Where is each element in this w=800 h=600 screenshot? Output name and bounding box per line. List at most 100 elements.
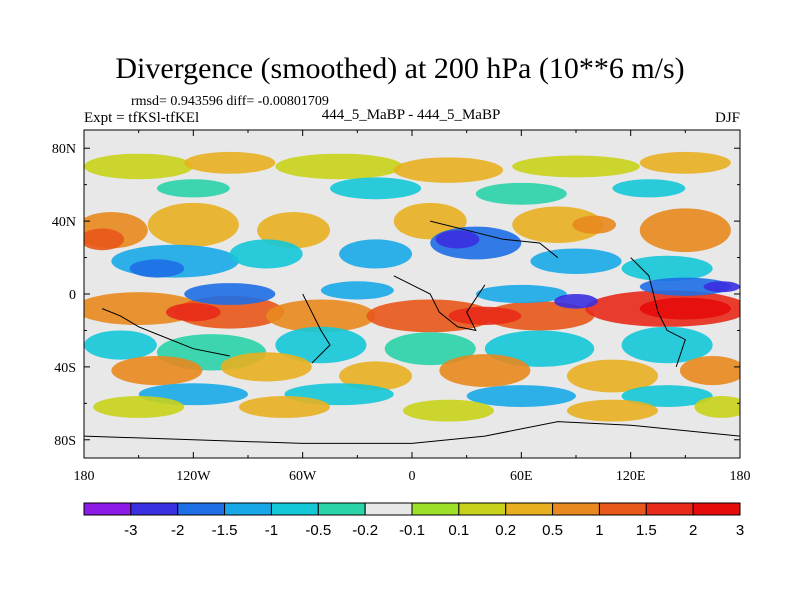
contour-region — [275, 326, 367, 364]
contour-region — [554, 294, 598, 309]
contour-region — [639, 208, 731, 253]
contour-region — [166, 303, 221, 322]
colorbar-label: 0.1 — [448, 522, 469, 539]
contour-region — [621, 385, 713, 407]
contour-region — [402, 399, 495, 422]
coastline — [430, 220, 559, 258]
colorbar-label: 1 — [595, 522, 603, 539]
contour-region — [435, 230, 480, 249]
colorbar-swatch — [505, 502, 554, 516]
colorbar-label: -1 — [265, 522, 278, 539]
contour-region — [84, 330, 157, 360]
contour-region — [572, 215, 617, 234]
contour-region — [257, 212, 330, 249]
colorbar-label: -2 — [171, 522, 184, 539]
contour-region — [475, 182, 567, 205]
coastlines — [84, 220, 740, 444]
contour-region — [621, 326, 713, 364]
colorbar-swatch — [317, 502, 366, 516]
y-tick-label: 40N — [52, 215, 76, 230]
colorbar-label: -0.5 — [305, 522, 331, 539]
contour-region — [639, 297, 731, 320]
colorbar-label: -3 — [124, 522, 137, 539]
coastline — [393, 275, 486, 332]
contour-region — [694, 396, 740, 418]
colorbar-swatch — [130, 502, 179, 516]
x-tick-label: 180 — [74, 469, 95, 484]
colorbar-label: 2 — [689, 522, 697, 539]
contour-region — [93, 396, 185, 418]
x-tick-label: 0 — [409, 469, 416, 484]
contour-region — [530, 248, 622, 274]
colorbar-swatch — [224, 502, 272, 516]
contour-region — [439, 354, 531, 387]
contour-region — [466, 385, 576, 407]
stats-line: rmsd= 0.943596 diff= -0.00801709 — [131, 94, 329, 109]
contour-region — [266, 299, 376, 333]
x-tick-label: 180 — [730, 469, 751, 484]
contour-region — [512, 206, 604, 243]
colorbar-swatch — [364, 502, 413, 516]
contour-region — [220, 352, 312, 382]
contour-region — [384, 332, 476, 366]
coastline — [102, 308, 230, 357]
contour-region — [339, 239, 412, 269]
contour-region — [621, 255, 713, 282]
contour-region — [275, 153, 403, 180]
contour-region — [639, 277, 731, 296]
y-tick-label: 0 — [69, 288, 76, 303]
contour-region — [475, 284, 567, 304]
colorbar: -3 -2 -1.5 -1 -0.5 -0.2 -0.1 0.1 0.2 0.5 1 1.5 2 3 — [83, 502, 744, 539]
contour-region — [330, 177, 422, 200]
divergence-field — [84, 130, 740, 458]
contour-region — [366, 299, 494, 333]
x-tick-label: 60W — [289, 469, 317, 484]
colorbar-swatch — [411, 502, 460, 516]
colorbar-swatch — [552, 502, 600, 516]
contour-region — [84, 228, 125, 251]
colorbar-label: 0.2 — [495, 522, 516, 539]
contour-region — [612, 179, 686, 198]
contour-region — [512, 155, 640, 178]
colorbar-swatch — [177, 502, 226, 516]
coastline — [84, 421, 740, 444]
coastline — [630, 257, 686, 368]
field-background — [84, 439, 740, 458]
contour-region — [111, 355, 203, 386]
season-label: DJF — [714, 110, 740, 126]
case-label: 444_5_MaBP - 444_5_MaBP — [321, 107, 501, 123]
colorbar-swatch — [83, 502, 132, 516]
y-tick-label: 40S — [54, 361, 76, 376]
contour-region — [703, 281, 740, 293]
contour-region — [393, 157, 504, 183]
colorbar-swatch — [692, 502, 741, 516]
contour-region — [484, 301, 595, 331]
contour-region — [566, 359, 658, 393]
colorbar-label: 1.5 — [636, 522, 657, 539]
chart-title: Divergence (smoothed) at 200 hPa (10**6 … — [115, 52, 685, 85]
colorbar-swatch — [598, 502, 647, 516]
x-tick-label: 120W — [176, 469, 211, 484]
contour-region — [339, 361, 412, 391]
contour-region — [184, 283, 276, 305]
axes: 180 120W 60W 0 60E 120E 180 80N 40N 0 40S 80S — [52, 130, 751, 484]
contour-region — [238, 396, 330, 418]
contour-region — [84, 153, 194, 180]
contour-region — [156, 179, 230, 198]
colorbar-label: 3 — [736, 522, 744, 539]
x-tick-label: 60E — [510, 469, 533, 484]
colorbar-label: 0.5 — [542, 522, 563, 539]
colorbar-swatch — [645, 502, 694, 516]
x-tick-label: 120E — [616, 469, 646, 484]
contour-region — [184, 151, 276, 174]
y-tick-label: 80S — [54, 434, 76, 449]
contour-region — [320, 281, 394, 300]
y-tick-label: 80N — [52, 142, 76, 157]
contour-region — [639, 151, 731, 174]
colorbar-swatch — [458, 502, 507, 516]
contour-region — [679, 355, 740, 386]
contour-region — [147, 202, 239, 247]
coastline — [302, 293, 331, 364]
experiment-label: Expt = tfKSl-tfKEl — [84, 110, 200, 126]
